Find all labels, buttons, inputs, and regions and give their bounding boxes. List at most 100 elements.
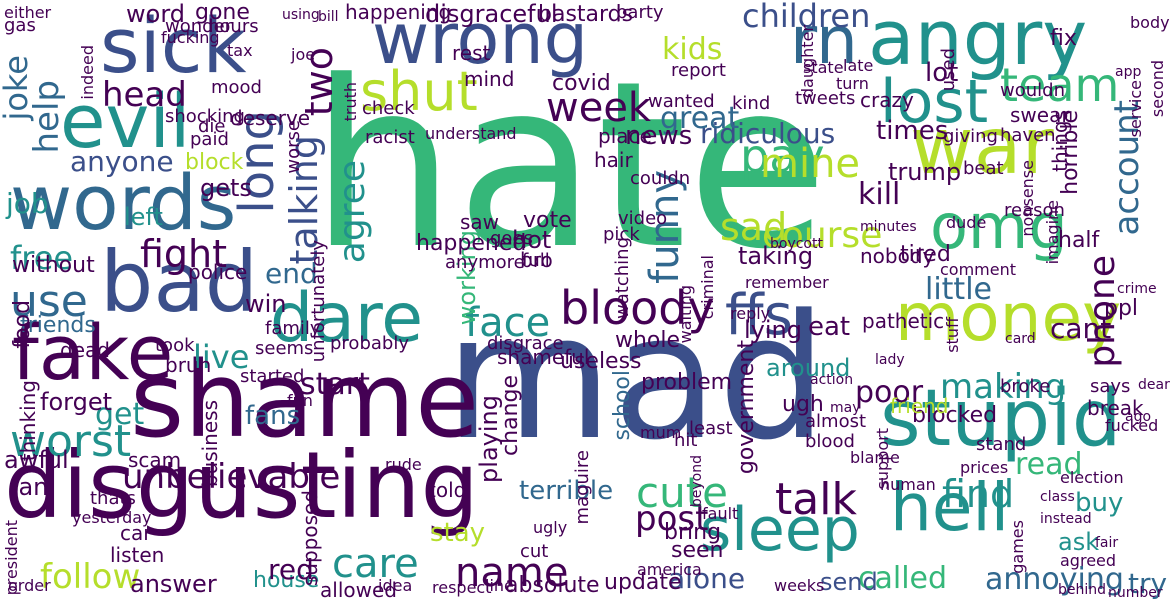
word-fault: fault xyxy=(702,504,739,523)
word-class: class xyxy=(1040,489,1075,505)
word-disgrace: disgrace xyxy=(487,333,564,354)
word-mind: mind xyxy=(464,67,515,91)
word-weeks: weeks xyxy=(774,576,825,595)
word-prices: prices xyxy=(960,458,1009,477)
word-told: told xyxy=(428,478,467,502)
word-instead: instead xyxy=(1040,511,1092,527)
word-disgusting: disgusting xyxy=(4,432,479,539)
word-dude: dude xyxy=(946,213,987,232)
word-reason: reason xyxy=(1004,200,1065,221)
word-late: late xyxy=(843,56,874,75)
word-shame: shame xyxy=(130,339,480,461)
word-understand: understand xyxy=(425,124,517,143)
word-break: break xyxy=(1087,396,1144,420)
word-evil: evil xyxy=(60,79,191,165)
word-gets: gets xyxy=(200,174,252,202)
word-hit: hit xyxy=(674,430,698,451)
word-beat: beat xyxy=(963,158,1004,179)
word-ask: ask xyxy=(1058,528,1100,556)
word-follow: follow xyxy=(40,557,141,597)
word-couldn: couldn xyxy=(630,168,691,189)
word-card: card xyxy=(1005,331,1036,347)
word-goes: goes xyxy=(490,228,533,249)
word-terrible: terrible xyxy=(519,476,614,506)
word-update: update xyxy=(604,570,682,595)
word-fun: fun xyxy=(287,391,313,410)
word-turn: turn xyxy=(836,74,869,93)
word-problem: problem xyxy=(641,370,733,395)
word-party: party xyxy=(616,2,664,23)
word-called: called xyxy=(858,561,948,596)
word-almost: almost xyxy=(805,411,867,432)
word-indeed: indeed xyxy=(78,45,97,100)
word-ppl: ppl xyxy=(1104,296,1139,321)
word-reply: reply xyxy=(730,304,771,323)
word-bloody: bloody xyxy=(560,281,715,335)
word-thinking: thinking xyxy=(16,380,40,462)
word-start: start xyxy=(300,367,370,402)
word-gone: gone xyxy=(195,0,250,25)
word-blocked: blocked xyxy=(912,403,998,428)
word-crazy: crazy xyxy=(860,88,914,112)
word-end: end xyxy=(265,257,318,290)
word-mine: mine xyxy=(760,141,861,187)
word-saw: saw xyxy=(460,210,500,234)
word-annoying: annoying xyxy=(985,562,1124,597)
word-friends: friends xyxy=(20,313,96,338)
word-broke: broke xyxy=(1000,376,1051,397)
word-check: check xyxy=(362,98,415,119)
word-read: read xyxy=(1015,447,1083,482)
word-fan: fan xyxy=(10,473,49,501)
word-anymore: anymore xyxy=(445,252,525,273)
word-allowed: allowed xyxy=(320,578,397,600)
word-fans: fans xyxy=(245,401,301,431)
word-hours: hours xyxy=(208,16,259,37)
word-answer: answer xyxy=(130,570,217,598)
word-seen: seen xyxy=(671,538,724,563)
word-course: course xyxy=(762,215,883,256)
word-dead: dead xyxy=(60,338,110,362)
word-dear: dear xyxy=(1138,377,1170,393)
word-idea: idea xyxy=(378,576,413,595)
word-beyond: beyond xyxy=(689,455,705,508)
word-racist: racist xyxy=(365,127,415,148)
word-trump: trump xyxy=(888,158,962,186)
word-maguire: maguire xyxy=(572,450,593,525)
word-name: name xyxy=(455,550,569,596)
word-hell: hell xyxy=(890,469,1010,546)
word-took: took xyxy=(155,335,195,356)
word-yesterday: yesterday xyxy=(72,508,152,527)
word-food: food xyxy=(10,300,35,349)
word-using: using xyxy=(282,7,320,23)
word-games: games xyxy=(1008,520,1027,574)
word-stay: stay xyxy=(430,518,486,548)
word-tax: tax xyxy=(227,41,253,60)
word-swear: swear xyxy=(1010,103,1070,127)
word-war: war xyxy=(910,102,1054,192)
word-happening: happening xyxy=(345,0,452,24)
word-number: number xyxy=(1108,585,1163,600)
word-poor: poor xyxy=(855,375,924,410)
word-lady: lady xyxy=(875,352,905,368)
word-rude: rude xyxy=(385,455,422,474)
word-send: send xyxy=(820,568,878,596)
word-bring: bring xyxy=(664,520,722,545)
word-video: video xyxy=(618,208,668,229)
word-ugly: ugly xyxy=(533,518,568,537)
word-nobody: nobody xyxy=(860,244,935,268)
word-angry: angry xyxy=(868,0,1088,82)
word-head: head xyxy=(102,75,187,115)
word-bro: bro xyxy=(520,248,553,272)
word-second: second xyxy=(1148,60,1167,118)
word-place: place xyxy=(598,124,652,148)
word-kill: kill xyxy=(858,177,901,212)
word-cant: cant xyxy=(1050,312,1112,345)
word-gas: gas xyxy=(4,15,36,36)
word-without: without xyxy=(12,253,95,278)
word-least: least xyxy=(689,418,733,439)
word-hair: hair xyxy=(594,148,633,172)
word-fake: fake xyxy=(12,308,174,397)
word-children: children xyxy=(742,0,871,35)
word-rest: rest xyxy=(452,41,491,65)
